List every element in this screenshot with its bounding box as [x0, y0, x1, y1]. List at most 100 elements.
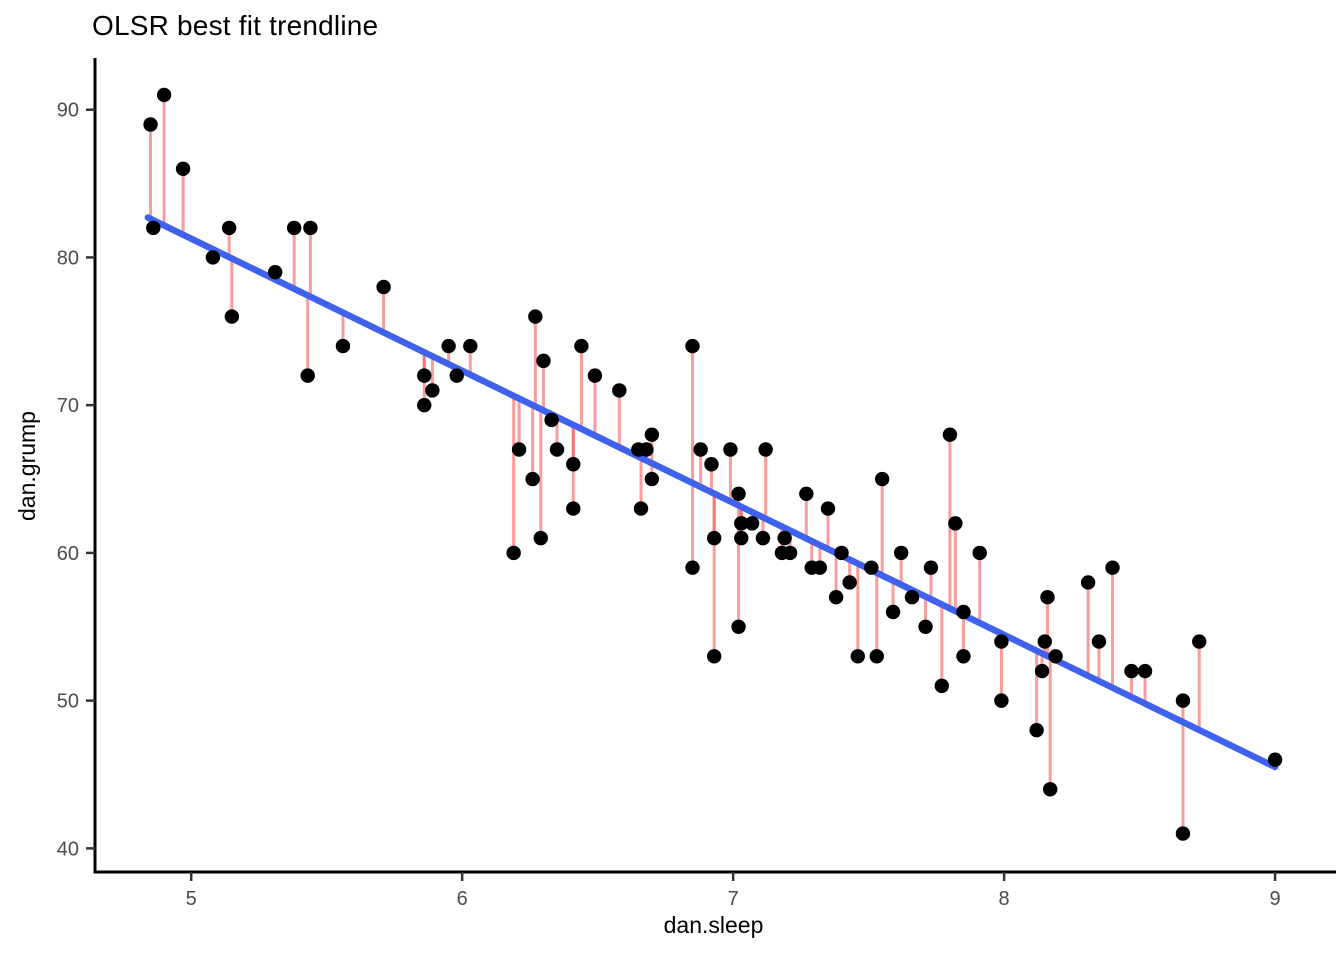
data-point	[536, 353, 551, 369]
data-point	[994, 634, 1009, 649]
data-point	[1040, 590, 1055, 605]
data-point	[934, 678, 949, 694]
data-point	[1175, 826, 1191, 841]
data-point	[506, 545, 521, 561]
data-point	[644, 471, 660, 487]
data-point	[224, 309, 240, 324]
data-point	[1080, 575, 1096, 590]
data-point	[1267, 752, 1283, 767]
data-point	[639, 442, 654, 457]
data-point	[574, 338, 589, 354]
data-point	[425, 383, 440, 398]
data-point	[549, 442, 565, 457]
x-tick-label: 5	[186, 888, 197, 910]
data-point	[850, 649, 865, 664]
y-tick-label: 40	[57, 838, 79, 860]
data-point	[723, 442, 738, 457]
x-tick-label: 9	[1270, 888, 1281, 910]
y-tick-label: 60	[57, 543, 79, 565]
data-point	[942, 427, 958, 442]
data-point	[864, 560, 879, 575]
data-point	[1048, 649, 1063, 664]
x-tick-label: 8	[999, 888, 1010, 910]
data-point	[842, 575, 857, 590]
data-point	[300, 368, 315, 383]
data-point	[303, 220, 318, 236]
y-tick-label: 50	[57, 691, 79, 713]
data-point	[633, 501, 649, 516]
data-point	[566, 501, 581, 516]
data-point	[685, 560, 700, 575]
data-point	[1091, 634, 1107, 649]
data-point	[1037, 634, 1052, 649]
data-point	[1105, 560, 1120, 575]
data-point	[734, 530, 749, 546]
data-point	[706, 649, 722, 664]
data-point	[175, 161, 191, 176]
data-point	[834, 545, 849, 561]
data-point	[869, 649, 884, 664]
data-point	[335, 338, 351, 354]
y-tick-label: 90	[57, 100, 79, 122]
data-point	[704, 457, 719, 472]
data-point	[820, 501, 836, 516]
data-point	[587, 368, 603, 383]
data-point	[1124, 663, 1139, 679]
data-point	[286, 220, 302, 236]
data-point	[893, 545, 909, 561]
data-point	[734, 516, 749, 531]
x-axis-label: dan.sleep	[663, 912, 764, 938]
data-point	[417, 368, 432, 383]
data-point	[544, 412, 559, 428]
data-point	[463, 338, 478, 354]
data-point	[143, 117, 158, 132]
data-point	[1029, 722, 1044, 738]
data-point	[156, 87, 172, 103]
data-point	[417, 397, 432, 413]
data-point	[533, 530, 548, 546]
data-point	[731, 486, 746, 502]
data-point	[885, 604, 901, 620]
data-point	[1137, 663, 1153, 679]
chart-title: OLSR best fit trendline	[92, 10, 379, 41]
data-point	[972, 545, 987, 561]
data-point	[904, 590, 920, 605]
data-point	[874, 471, 890, 487]
data-point	[923, 560, 939, 575]
data-point	[948, 516, 963, 531]
data-point	[706, 530, 722, 546]
data-point	[1034, 663, 1050, 679]
data-point	[1042, 782, 1058, 797]
x-tick-label: 7	[728, 888, 739, 910]
data-point	[956, 604, 971, 620]
data-point	[525, 471, 540, 487]
data-point	[146, 220, 161, 236]
data-point	[828, 590, 844, 605]
data-point	[267, 265, 283, 280]
data-point	[994, 693, 1009, 708]
data-point	[1192, 634, 1207, 649]
data-point	[777, 530, 792, 546]
data-point	[528, 309, 543, 324]
data-point	[566, 457, 581, 472]
data-point	[812, 560, 828, 575]
data-point	[449, 368, 464, 383]
data-point	[731, 619, 746, 634]
y-axis-label: dan.grump	[14, 411, 40, 521]
x-tick-label: 6	[457, 888, 468, 910]
data-point	[744, 516, 760, 531]
y-tick-label: 80	[57, 247, 79, 269]
data-point	[758, 442, 773, 457]
data-point	[205, 250, 221, 265]
data-point	[1175, 693, 1191, 708]
data-point	[693, 442, 708, 457]
data-point	[612, 383, 627, 398]
data-point	[782, 545, 798, 561]
data-point	[376, 279, 391, 295]
data-point	[956, 649, 971, 664]
ols-trendline	[144, 214, 1279, 771]
data-point	[755, 530, 771, 546]
data-point	[511, 442, 527, 457]
